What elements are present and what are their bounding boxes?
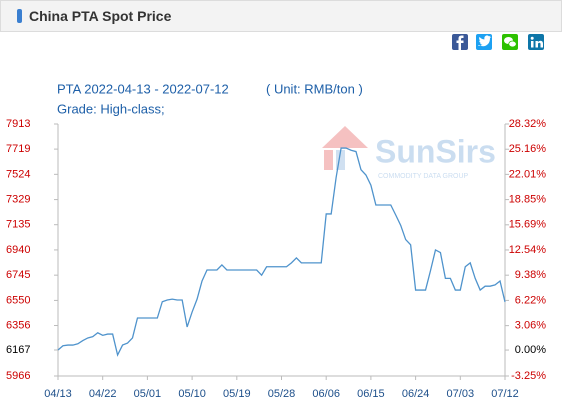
watermark-tagline: COMMODITY DATA GROUP xyxy=(378,173,469,180)
y2-tick-label: 12.54% xyxy=(509,244,547,256)
y-tick-label: 7524 xyxy=(6,168,30,180)
y-tick-label: 6940 xyxy=(6,244,30,256)
y2-tick-label: 22.01% xyxy=(509,168,547,180)
twitter-glyph xyxy=(477,35,492,47)
x-tick-label: 04/22 xyxy=(89,388,117,400)
y2-tick-label: 0.00% xyxy=(515,344,546,356)
y-tick-label: 5966 xyxy=(6,370,30,382)
watermark-bar xyxy=(324,150,333,170)
y-tick-label: 6356 xyxy=(6,319,30,331)
linkedin-glyph xyxy=(530,36,534,40)
y-tick-label: 7719 xyxy=(6,143,30,155)
x-tick-label: 04/13 xyxy=(44,388,72,400)
chart-grade: Grade: High-class; xyxy=(57,101,165,116)
y2-tick-label: 18.85% xyxy=(509,193,547,205)
x-tick-label: 07/12 xyxy=(491,388,519,400)
x-tick-label: 06/15 xyxy=(357,388,385,400)
y2-tick-label: 15.69% xyxy=(509,219,547,231)
x-tick-label: 07/03 xyxy=(447,388,475,400)
watermark-roof xyxy=(322,126,368,148)
watermark: SunSirs COMMODITY DATA GROUP xyxy=(322,126,496,180)
y-tick-label: 7329 xyxy=(6,193,30,205)
y-tick-label: 7135 xyxy=(6,219,30,231)
y2-tick-label: 6.22% xyxy=(515,294,546,306)
header-icon xyxy=(17,9,22,23)
linkedin-glyph xyxy=(535,40,543,48)
chart-subtitle: PTA 2022-04-13 - 2022-07-12 xyxy=(57,81,229,96)
y2-tick-label: 25.16% xyxy=(509,143,547,155)
x-tick-label: 05/01 xyxy=(134,388,162,400)
y2-tick-label: 9.38% xyxy=(515,269,546,281)
linkedin-glyph xyxy=(531,41,534,48)
x-tick-label: 06/24 xyxy=(402,388,430,400)
price-line xyxy=(57,147,506,357)
y-tick-label: 7913 xyxy=(6,118,30,130)
header-title: China PTA Spot Price xyxy=(29,8,172,24)
header-bar: China PTA Spot Price xyxy=(0,0,562,32)
x-tick-label: 06/06 xyxy=(312,388,340,400)
x-tick-label: 05/10 xyxy=(178,388,206,400)
watermark-bar xyxy=(336,150,345,170)
y-tick-label: 6167 xyxy=(6,344,30,356)
facebook-glyph xyxy=(456,35,464,50)
y2-tick-label: 3.06% xyxy=(515,320,546,332)
y2-tick-label: 28.32% xyxy=(509,118,547,130)
x-tick-label: 05/19 xyxy=(223,388,251,400)
chart-unit: ( Unit: RMB/ton ) xyxy=(266,81,363,96)
x-tick-label: 05/28 xyxy=(268,388,296,400)
y-tick-label: 6745 xyxy=(6,269,30,281)
wechat-glyph xyxy=(508,40,517,48)
y-tick-label: 6550 xyxy=(6,294,30,306)
watermark-name: SunSirs xyxy=(375,133,496,169)
y2-tick-label: -3.25% xyxy=(511,370,546,382)
share-icons xyxy=(452,34,544,50)
